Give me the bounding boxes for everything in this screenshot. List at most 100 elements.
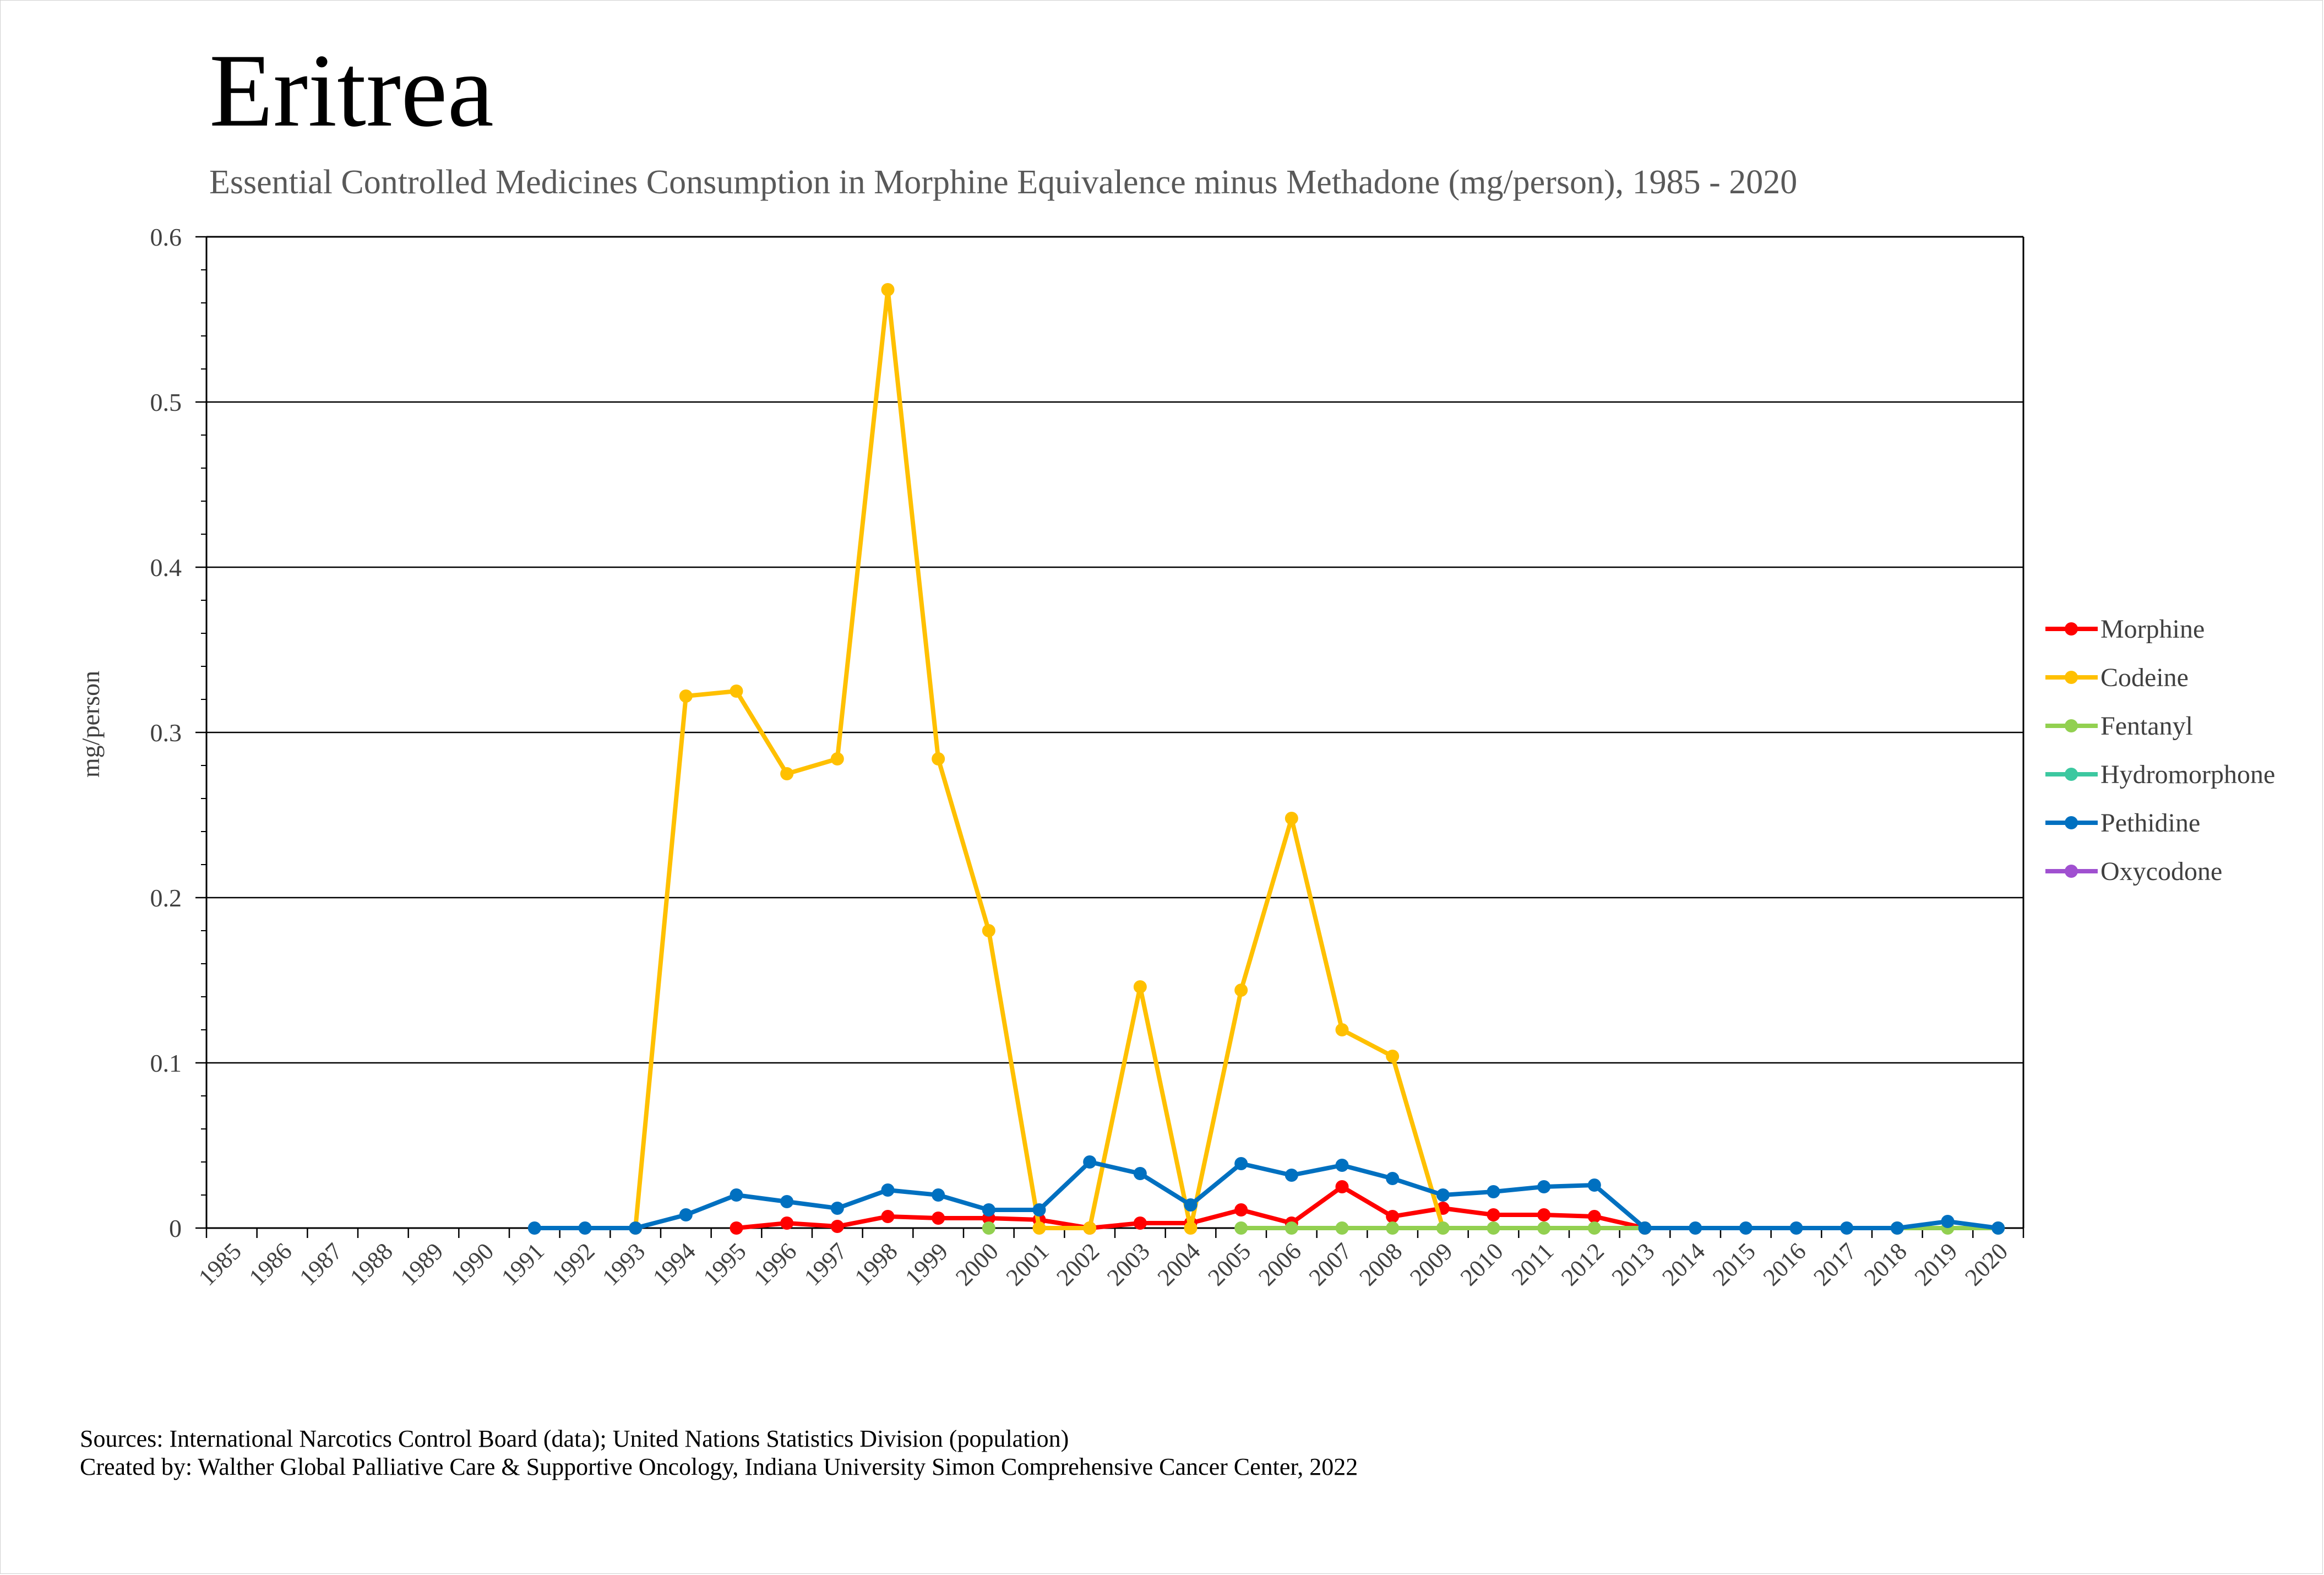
x-tick-label: 1992 xyxy=(547,1237,600,1291)
data-point xyxy=(1587,1178,1601,1192)
data-point xyxy=(932,1188,945,1202)
data-point xyxy=(982,1203,995,1216)
x-tick-label: 2020 xyxy=(1960,1237,2013,1291)
x-tick-label: 2016 xyxy=(1758,1237,1811,1291)
data-point xyxy=(1335,1180,1349,1193)
x-tick-label: 1998 xyxy=(850,1237,903,1291)
x-tick-label: 2008 xyxy=(1354,1237,1407,1291)
data-point xyxy=(1335,1221,1349,1235)
data-point xyxy=(982,1221,995,1235)
legend: Morphine Codeine Fentanyl Hydromorphone Peth… xyxy=(2045,615,2275,886)
legend-label: Oxycodone xyxy=(2100,857,2222,886)
data-point xyxy=(881,1183,895,1197)
series-group xyxy=(527,283,2005,1235)
legend-item: Pethidine xyxy=(2045,808,2200,838)
data-point xyxy=(780,767,794,780)
x-tick-label: 2002 xyxy=(1051,1237,1104,1291)
legend-label: Fentanyl xyxy=(2100,712,2193,741)
data-point xyxy=(830,1202,844,1215)
x-tick-label: 2005 xyxy=(1202,1237,1256,1291)
series-line xyxy=(532,1160,2001,1230)
y-tick-label: 0.5 xyxy=(150,388,182,416)
data-point xyxy=(932,1212,945,1225)
x-tick-label: 1999 xyxy=(900,1237,953,1291)
data-point xyxy=(1739,1221,1752,1235)
data-point xyxy=(1587,1210,1601,1223)
data-point xyxy=(1436,1221,1450,1235)
series-line xyxy=(633,287,1445,1230)
x-tick-label: 2003 xyxy=(1102,1237,1155,1291)
data-point xyxy=(1234,1157,1248,1170)
x-tick-label: 1997 xyxy=(799,1237,852,1291)
data-point xyxy=(578,1221,592,1235)
y-tick-label: 0.1 xyxy=(150,1049,182,1077)
x-tick-label: 2018 xyxy=(1859,1237,1912,1291)
legend-item: Oxycodone xyxy=(2045,857,2222,886)
legend-label: Codeine xyxy=(2100,663,2189,692)
x-tick-label: 2013 xyxy=(1607,1237,1660,1291)
x-tick-label: 2015 xyxy=(1707,1237,1761,1291)
data-point xyxy=(1890,1221,1904,1235)
x-axis-ticks: 1985198619871988198919901991199219931994… xyxy=(193,1228,2024,1291)
data-point xyxy=(1133,1216,1147,1230)
data-point xyxy=(1386,1172,1400,1185)
x-tick-label: 1991 xyxy=(496,1237,549,1291)
data-point xyxy=(629,1221,643,1235)
credits-line: Created by: Walther Global Palliative Ca… xyxy=(80,1453,1358,1480)
sources-note: Sources: International Narcotics Control… xyxy=(80,1425,1358,1481)
x-tick-label: 2006 xyxy=(1253,1237,1307,1291)
x-tick-label: 1988 xyxy=(345,1237,398,1291)
x-tick-label: 1995 xyxy=(698,1237,752,1291)
data-point xyxy=(1487,1208,1500,1221)
data-point xyxy=(1083,1221,1097,1235)
data-point xyxy=(830,752,844,765)
y-tick-label: 0.6 xyxy=(150,223,182,251)
data-point xyxy=(1991,1221,2005,1235)
data-point xyxy=(1285,1169,1298,1182)
data-point xyxy=(1032,1221,1046,1235)
chart-subtitle: Essential Controlled Medicines Consumpti… xyxy=(209,164,1798,201)
data-point xyxy=(1487,1221,1500,1235)
legend-swatch-marker xyxy=(2065,865,2078,878)
data-point xyxy=(1386,1050,1400,1063)
x-tick-label: 2001 xyxy=(1001,1237,1054,1291)
data-point xyxy=(1133,1167,1147,1180)
data-point xyxy=(1537,1221,1551,1235)
legend-item: Hydromorphone xyxy=(2045,760,2275,789)
x-tick-label: 2004 xyxy=(1152,1237,1206,1291)
x-tick-label: 2019 xyxy=(1909,1237,1963,1291)
legend-swatch-marker xyxy=(2065,671,2078,684)
legend-swatch-marker xyxy=(2065,719,2078,732)
data-point xyxy=(1386,1210,1400,1223)
data-point xyxy=(679,689,693,703)
x-tick-label: 1989 xyxy=(395,1237,449,1291)
legend-item: Codeine xyxy=(2045,663,2189,692)
data-point xyxy=(730,1221,743,1235)
data-point xyxy=(1184,1198,1198,1212)
legend-label: Morphine xyxy=(2100,615,2205,644)
x-tick-label: 2000 xyxy=(950,1237,1004,1291)
sources-line: Sources: International Narcotics Control… xyxy=(80,1425,1069,1452)
y-tick-label: 0.3 xyxy=(150,719,182,747)
data-point xyxy=(1285,812,1298,825)
legend-label: Hydromorphone xyxy=(2100,760,2275,789)
x-tick-label: 1987 xyxy=(294,1237,347,1291)
x-tick-label: 2009 xyxy=(1405,1237,1458,1291)
legend-item: Fentanyl xyxy=(2045,712,2193,741)
data-point xyxy=(730,685,743,698)
data-point xyxy=(830,1220,844,1233)
x-tick-label: 1994 xyxy=(647,1237,701,1291)
chart-title: Eritrea xyxy=(209,33,494,149)
data-point xyxy=(1335,1023,1349,1036)
data-point xyxy=(1689,1221,1702,1235)
data-point xyxy=(1234,1203,1248,1216)
data-point xyxy=(881,283,895,296)
x-tick-label: 1993 xyxy=(597,1237,650,1291)
data-point xyxy=(1537,1208,1551,1221)
data-point xyxy=(1487,1185,1500,1198)
x-tick-label: 2017 xyxy=(1808,1237,1862,1291)
data-point xyxy=(527,1221,541,1235)
data-point xyxy=(1638,1221,1652,1235)
